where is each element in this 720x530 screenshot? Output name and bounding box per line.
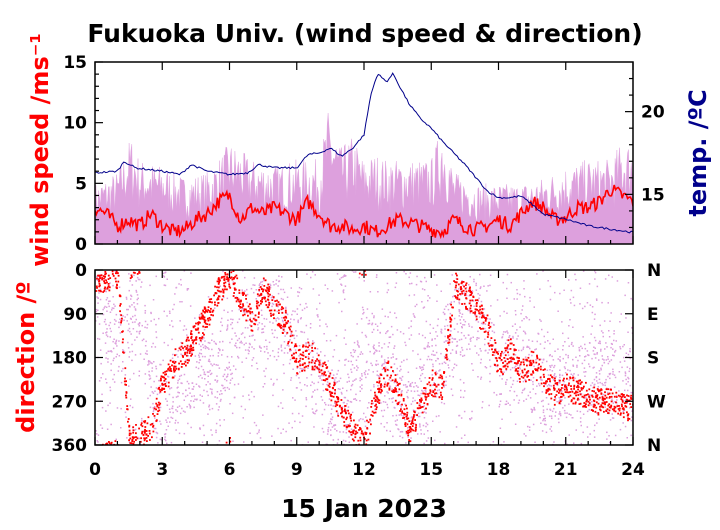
x-tick-label-hour: 6	[224, 460, 236, 480]
y-tick-label-compass: S	[647, 349, 659, 369]
y-tick-label-wind-speed: 0	[75, 235, 87, 255]
bottom-plot-series	[95, 270, 633, 445]
y-tick-label-wind-speed: 5	[75, 174, 87, 194]
gust-speed-series	[95, 113, 633, 244]
x-tick-label-hour: 0	[89, 460, 101, 480]
axis-ticks: 0 5 10 15 15 20 0 90 180 270 360 N E S W N 0 3 6 9 12 15 18 21 2…	[52, 53, 667, 480]
mean-speed-series	[95, 184, 633, 240]
x-tick-label-hour: 24	[621, 460, 645, 480]
y-tick-label-direction: 0	[75, 261, 87, 281]
x-axis-label-date: 15 Jan 2023	[281, 494, 447, 523]
x-tick-label-hour: 3	[156, 460, 168, 480]
bottom-plot-frame	[94, 269, 634, 446]
y-tick-label-temperature: 20	[641, 103, 665, 123]
y-tick-label-direction: 180	[52, 349, 88, 369]
y-tick-label-direction: 90	[63, 305, 87, 325]
gust-direction-series	[95, 270, 633, 445]
chart-title: Fukuoka Univ. (wind speed & direction)	[87, 19, 642, 48]
x-tick-label-hour: 15	[419, 460, 443, 480]
y-tick-label-wind-speed: 15	[63, 53, 87, 73]
y-tick-label-compass: E	[647, 305, 659, 325]
y-axis-label-direction: direction /º	[12, 281, 40, 433]
y-tick-label-compass: N	[647, 261, 661, 281]
y-axis-label-temperature: temp. /ºC	[684, 89, 712, 216]
y-tick-label-compass: W	[647, 392, 666, 412]
x-tick-label-hour: 9	[291, 460, 303, 480]
temperature-series	[95, 72, 633, 234]
x-tick-label-hour: 12	[352, 460, 376, 480]
y-tick-label-temperature: 15	[641, 185, 665, 205]
top-plot-series	[95, 72, 633, 244]
top-plot-frame	[94, 61, 634, 245]
y-tick-label-wind-speed: 10	[63, 114, 87, 134]
x-tick-label-hour: 18	[487, 460, 511, 480]
y-axis-label-wind-speed: wind speed /ms⁻¹	[26, 33, 54, 267]
y-tick-label-compass: N	[647, 436, 661, 456]
x-tick-label-hour: 21	[554, 460, 578, 480]
y-tick-label-direction: 360	[52, 436, 88, 456]
y-tick-label-direction: 270	[52, 392, 88, 412]
